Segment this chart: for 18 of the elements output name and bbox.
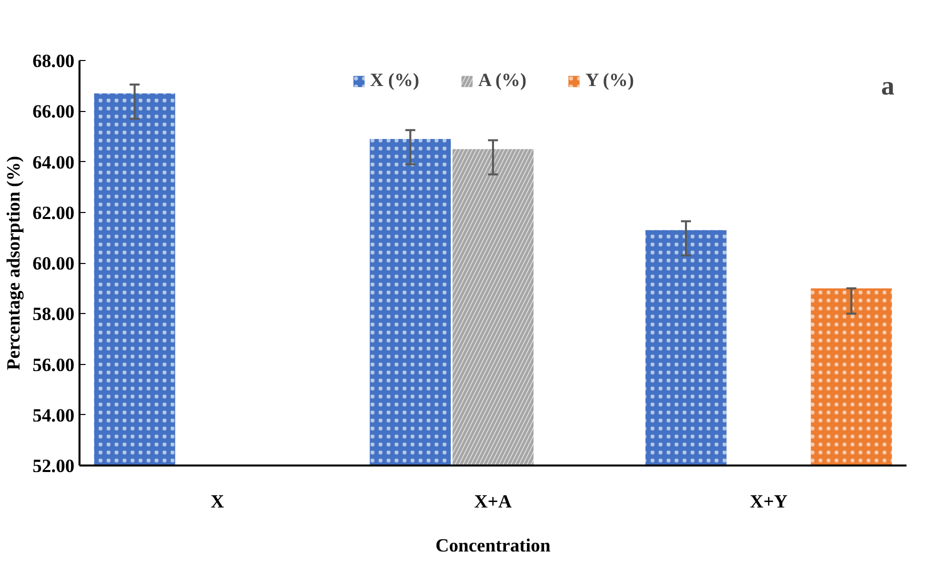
x-tick-label: X+Y [750, 492, 788, 512]
y-tick-label: 66.00 [32, 102, 75, 123]
y-tick-label: 54.00 [32, 405, 75, 426]
y-tick-label: 52.00 [32, 456, 75, 477]
annotation: a [881, 70, 894, 100]
y-tick-label: 68.00 [32, 51, 75, 72]
y-tick-label: 58.00 [32, 304, 75, 326]
y-tick-label: 64.00 [32, 152, 75, 174]
y-axis-title: Percentage adsorption (%) [4, 156, 25, 370]
legend-label: A (%) [478, 70, 526, 92]
y-tick-label: 60.00 [32, 254, 75, 274]
x-axis-title: Concentration [435, 536, 552, 556]
x-tick-label: X [210, 492, 225, 512]
y-tick-label: 56.00 [32, 354, 75, 376]
y-tick-label: 62.00 [32, 202, 75, 224]
legend-label: Y (%) [585, 70, 634, 92]
legend-label: X (%) [370, 70, 420, 92]
x-tick-label: X+A [474, 492, 512, 512]
